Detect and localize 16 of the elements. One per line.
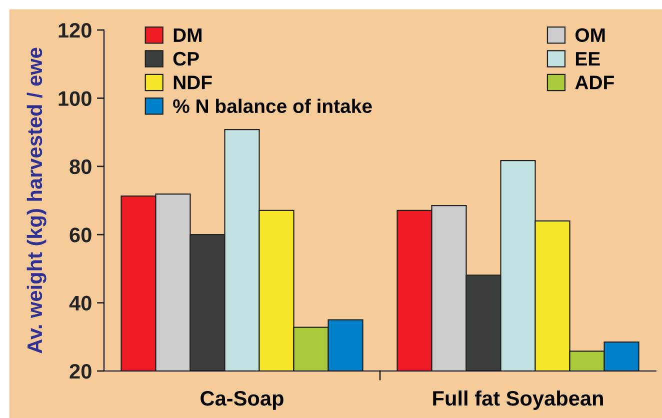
legend-label: ADF: [575, 76, 614, 90]
x-tick-label: Ca-Soap: [200, 390, 284, 410]
legend-label: CP: [173, 52, 199, 66]
y-tick-label: 80: [70, 159, 92, 174]
y-tick-label: 20: [70, 364, 92, 379]
y-tick-label: 120: [58, 23, 92, 38]
y-tick-label: 60: [70, 228, 92, 242]
legend-label: NDF: [174, 76, 212, 90]
legend-label: % N balance of intake: [173, 98, 372, 114]
legend-label: EE: [576, 52, 600, 66]
y-axis-title: Av. weight (kg) harvested / ewe: [26, 48, 46, 354]
y-tick-label: 40: [69, 296, 92, 311]
legend-label: OM: [575, 28, 605, 42]
y-tick-label: 100: [58, 91, 92, 106]
legend-label: DM: [174, 28, 202, 42]
x-tick-label: Full fat Soyabean: [433, 390, 603, 410]
